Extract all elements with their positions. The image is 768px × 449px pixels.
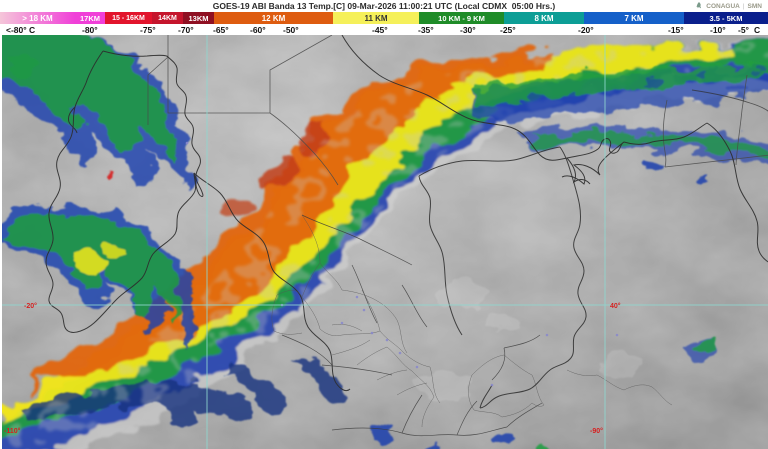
svg-text:-110°: -110° xyxy=(4,427,21,435)
svg-text:-20°: -20° xyxy=(24,302,37,310)
svg-text:40°: 40° xyxy=(610,302,621,310)
svg-text:-90°: -90° xyxy=(590,427,603,435)
